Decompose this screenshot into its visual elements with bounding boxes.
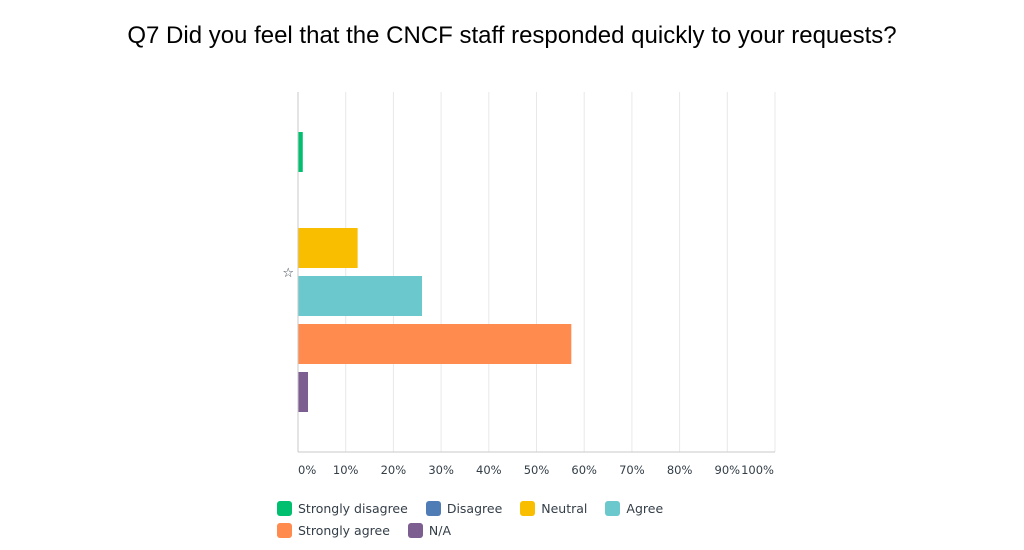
bar-strongly-disagree: [298, 132, 303, 172]
x-tick-label: 70%: [619, 463, 645, 477]
x-tick-label: 60%: [571, 463, 597, 477]
bar-n-a: [298, 372, 309, 412]
x-tick-label: 10%: [333, 463, 359, 477]
legend-item: Disagree: [425, 499, 503, 517]
x-tick-label: 100%: [741, 463, 774, 477]
legend-label: Agree: [626, 500, 664, 516]
x-tick-labels: 0% 10% 20% 30% 40% 50% 60% 70% 80% 90% 100%: [298, 463, 774, 477]
category-label: ☆: [282, 266, 294, 281]
x-tick-label: 50%: [524, 463, 550, 477]
x-tick-label: 20%: [381, 463, 407, 477]
legend-item: Strongly disagree: [277, 499, 408, 517]
x-tick-label: 40%: [476, 463, 502, 477]
legend-swatch: [520, 500, 536, 516]
bar-neutral: [298, 228, 358, 268]
bar-strongly-agree: [298, 324, 572, 364]
legend-label: Strongly agree: [298, 522, 390, 538]
x-tick-label: 80%: [667, 463, 693, 477]
gridlines: [345, 92, 776, 452]
legend-item: N/A: [407, 521, 452, 539]
legend-item: Neutral: [520, 499, 587, 517]
legend: Strongly disagree Disagree Neutral Agree Str…: [277, 499, 697, 539]
legend-item: Agree: [605, 499, 663, 517]
legend-label: Neutral: [541, 500, 588, 516]
legend-swatch: [277, 522, 292, 538]
legend-swatch: [425, 500, 441, 516]
bar-agree: [298, 276, 423, 316]
x-tick-label: 30%: [428, 463, 454, 477]
x-tick-label: 0%: [298, 463, 316, 477]
legend-label: Disagree: [446, 500, 503, 516]
axes: ☆: [282, 92, 775, 453]
chart-title: Q7 Did you feel that the CNCF staff resp…: [127, 22, 897, 49]
legend-swatch: [407, 522, 423, 538]
legend-label: Strongly disagree: [298, 500, 408, 516]
legend-swatch: [277, 500, 292, 516]
legend-item: Strongly agree: [277, 521, 390, 539]
legend-swatch: [605, 500, 621, 516]
bars: [298, 132, 572, 412]
legend-label: N/A: [428, 522, 452, 538]
x-tick-label: 90%: [715, 463, 741, 477]
